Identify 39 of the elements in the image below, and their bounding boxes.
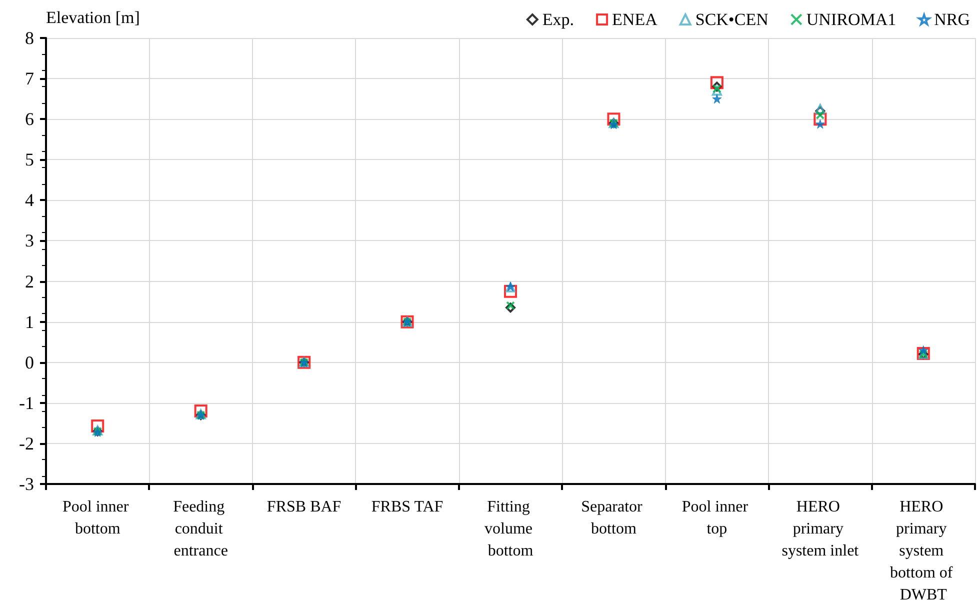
y-tick-label: 8 xyxy=(25,28,34,48)
x-tick-label: Pool inner top xyxy=(682,498,752,538)
y-tick-label: -3 xyxy=(19,474,34,494)
x-tick-label: FRBS TAF xyxy=(371,498,444,516)
point xyxy=(194,404,208,418)
x-tick-label: Feeding conduit entrance xyxy=(173,498,229,560)
point xyxy=(710,76,724,90)
legend-label: ENEA xyxy=(612,10,658,29)
legend-label: UNIROMA1 xyxy=(806,10,896,29)
point xyxy=(814,112,827,126)
y-tick-label: -1 xyxy=(19,392,34,413)
x-tick-label: FRSB BAF xyxy=(266,498,342,516)
point xyxy=(712,82,722,92)
point xyxy=(712,84,722,94)
y-tick-label: 3 xyxy=(25,230,34,251)
y-tick-label: 1 xyxy=(25,312,34,332)
y-axis-title: Elevation [m] xyxy=(46,8,140,27)
point xyxy=(506,302,516,313)
x-tick-label: Fitting volume bottom xyxy=(484,498,536,560)
x-tick-label: Pool inner bottom xyxy=(62,498,133,538)
y-tick-label: 0 xyxy=(25,352,34,372)
point xyxy=(712,86,722,96)
y-tick-label: 4 xyxy=(25,190,34,210)
x-tick-label: HERO primary system bottom of DWBT xyxy=(890,498,957,604)
point xyxy=(504,284,517,298)
y-tick-label: 5 xyxy=(25,150,34,170)
y-tick-label: 6 xyxy=(25,109,34,130)
x-tick-label: Separator bottom xyxy=(581,498,646,538)
y-tick-label: 2 xyxy=(25,271,34,292)
y-tick-label: -2 xyxy=(19,433,34,454)
legend-label: Exp. xyxy=(542,10,574,29)
x-tick-label: HERO primary system inlet xyxy=(782,498,860,560)
legend-label: NRG xyxy=(934,10,970,29)
point xyxy=(712,94,722,104)
y-tick-label: 7 xyxy=(25,68,34,89)
legend-label: SCK•CEN xyxy=(695,10,768,29)
point xyxy=(607,112,620,126)
point xyxy=(91,420,104,433)
point xyxy=(506,301,515,310)
